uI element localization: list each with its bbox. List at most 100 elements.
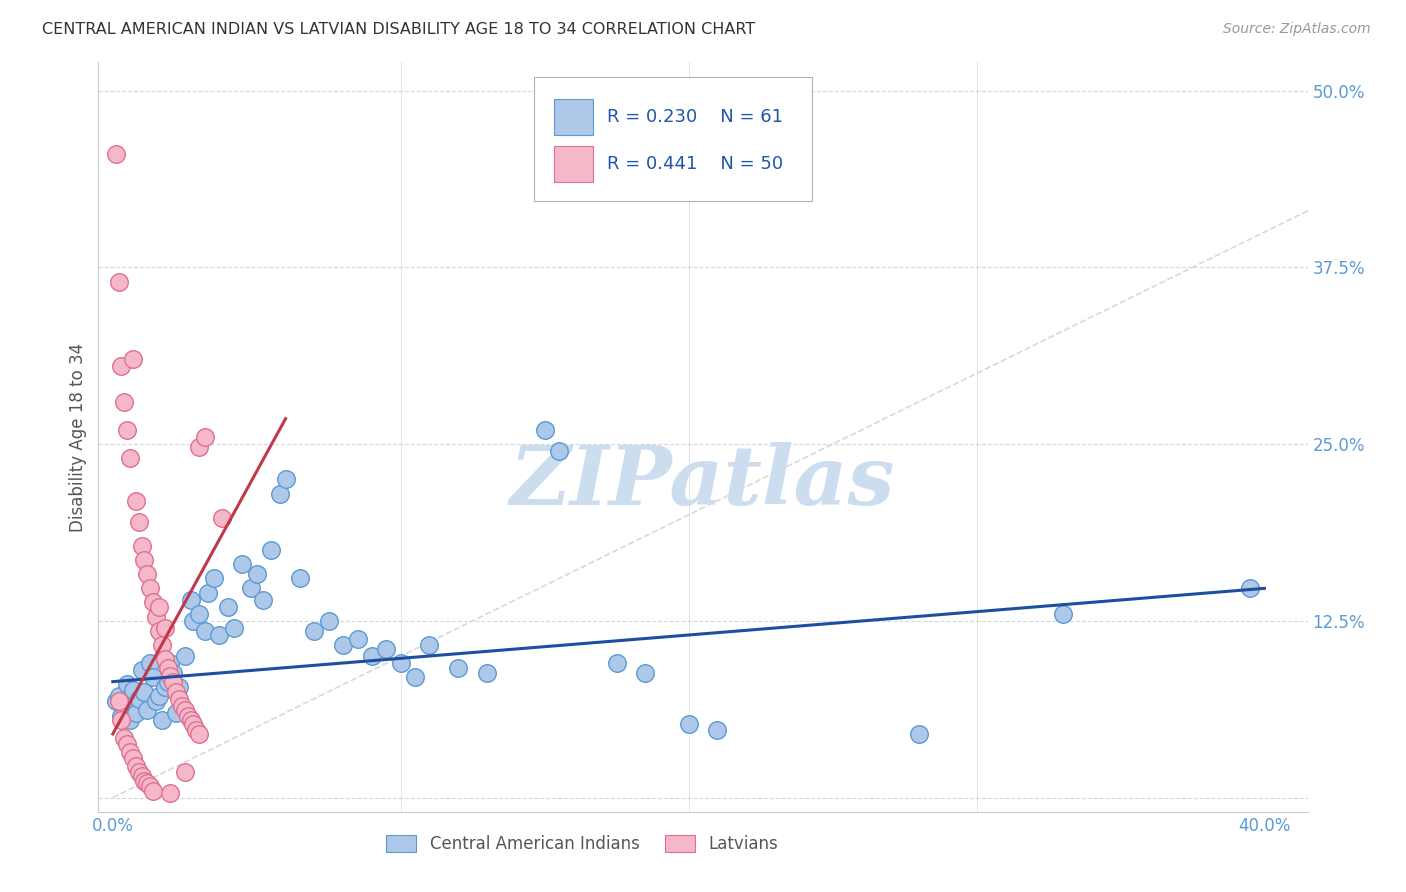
Central American Indians xyxy=(1239,582,1261,596)
Central American Indians xyxy=(197,585,219,599)
Central American Indians xyxy=(260,543,283,558)
Central American Indians xyxy=(194,624,217,638)
Central American Indians xyxy=(159,657,181,671)
Latvians xyxy=(107,694,129,708)
Central American Indians xyxy=(252,592,274,607)
Latvians xyxy=(145,609,167,624)
Latvians xyxy=(148,624,170,638)
Latvians xyxy=(180,713,202,727)
Central American Indians xyxy=(1052,607,1074,621)
Central American Indians xyxy=(145,694,167,708)
Central American Indians xyxy=(122,683,145,698)
Latvians xyxy=(173,703,195,717)
Latvians xyxy=(125,493,148,508)
Central American Indians xyxy=(389,657,412,671)
Central American Indians xyxy=(148,689,170,703)
Central American Indians xyxy=(120,713,142,727)
Central American Indians xyxy=(110,708,132,723)
Latvians xyxy=(128,765,150,780)
Latvians xyxy=(159,669,181,683)
Latvians xyxy=(107,275,129,289)
Central American Indians xyxy=(208,628,231,642)
Text: Source: ZipAtlas.com: Source: ZipAtlas.com xyxy=(1223,22,1371,37)
Central American Indians xyxy=(131,664,153,678)
Central American Indians xyxy=(134,684,156,698)
Latvians xyxy=(120,451,142,466)
Latvians xyxy=(136,776,159,790)
Latvians xyxy=(115,423,138,437)
Bar xyxy=(554,99,593,135)
Central American Indians xyxy=(115,677,138,691)
Central American Indians xyxy=(533,423,555,437)
Central American Indians xyxy=(548,444,571,458)
Latvians xyxy=(122,352,145,367)
Latvians xyxy=(159,786,181,800)
Central American Indians xyxy=(908,727,931,741)
Central American Indians xyxy=(475,666,498,681)
Latvians xyxy=(139,779,162,793)
Latvians xyxy=(134,773,156,788)
Latvians xyxy=(134,553,156,567)
Central American Indians xyxy=(165,706,187,720)
Central American Indians xyxy=(128,691,150,706)
Central American Indians xyxy=(153,681,176,695)
Central American Indians xyxy=(274,473,297,487)
Central American Indians xyxy=(142,670,165,684)
Central American Indians xyxy=(246,567,269,582)
Central American Indians xyxy=(167,681,190,695)
Latvians xyxy=(122,751,145,765)
Central American Indians xyxy=(375,642,398,657)
Central American Indians xyxy=(240,582,263,596)
Central American Indians xyxy=(156,674,179,689)
Central American Indians xyxy=(173,649,195,664)
Central American Indians xyxy=(222,621,245,635)
Latvians xyxy=(162,674,184,689)
Latvians xyxy=(104,147,127,161)
Latvians xyxy=(125,759,148,773)
Central American Indians xyxy=(107,689,129,703)
FancyBboxPatch shape xyxy=(534,78,811,201)
Latvians xyxy=(142,783,165,797)
Central American Indians xyxy=(162,666,184,681)
Latvians xyxy=(156,660,179,674)
Latvians xyxy=(112,394,135,409)
Latvians xyxy=(211,510,233,524)
Latvians xyxy=(128,515,150,529)
Latvians xyxy=(136,567,159,582)
Latvians xyxy=(131,769,153,783)
Text: CENTRAL AMERICAN INDIAN VS LATVIAN DISABILITY AGE 18 TO 34 CORRELATION CHART: CENTRAL AMERICAN INDIAN VS LATVIAN DISAB… xyxy=(42,22,755,37)
Central American Indians xyxy=(217,599,239,614)
Latvians xyxy=(188,440,211,454)
Central American Indians xyxy=(183,614,205,628)
Legend: Central American Indians, Latvians: Central American Indians, Latvians xyxy=(380,828,785,860)
Latvians xyxy=(148,599,170,614)
Central American Indians xyxy=(112,700,135,714)
Latvians xyxy=(110,359,132,374)
Central American Indians xyxy=(139,657,162,671)
Central American Indians xyxy=(318,614,340,628)
Central American Indians xyxy=(231,558,253,572)
Central American Indians xyxy=(188,607,211,621)
Central American Indians xyxy=(418,638,440,652)
Central American Indians xyxy=(304,624,326,638)
Latvians xyxy=(131,539,153,553)
Central American Indians xyxy=(104,694,127,708)
Latvians xyxy=(186,723,208,737)
Central American Indians xyxy=(678,717,700,731)
Latvians xyxy=(150,638,173,652)
Latvians xyxy=(153,652,176,666)
Central American Indians xyxy=(269,486,291,500)
Latvians xyxy=(183,717,205,731)
Latvians xyxy=(170,698,193,713)
Latvians xyxy=(188,727,211,741)
Text: R = 0.441    N = 50: R = 0.441 N = 50 xyxy=(607,154,783,172)
Central American Indians xyxy=(634,666,657,681)
Latvians xyxy=(115,737,138,751)
Latvians xyxy=(110,713,132,727)
Central American Indians xyxy=(180,592,202,607)
Latvians xyxy=(194,430,217,444)
Central American Indians xyxy=(606,657,628,671)
Text: R = 0.230    N = 61: R = 0.230 N = 61 xyxy=(607,108,783,126)
Latvians xyxy=(112,731,135,746)
Latvians xyxy=(173,765,195,780)
